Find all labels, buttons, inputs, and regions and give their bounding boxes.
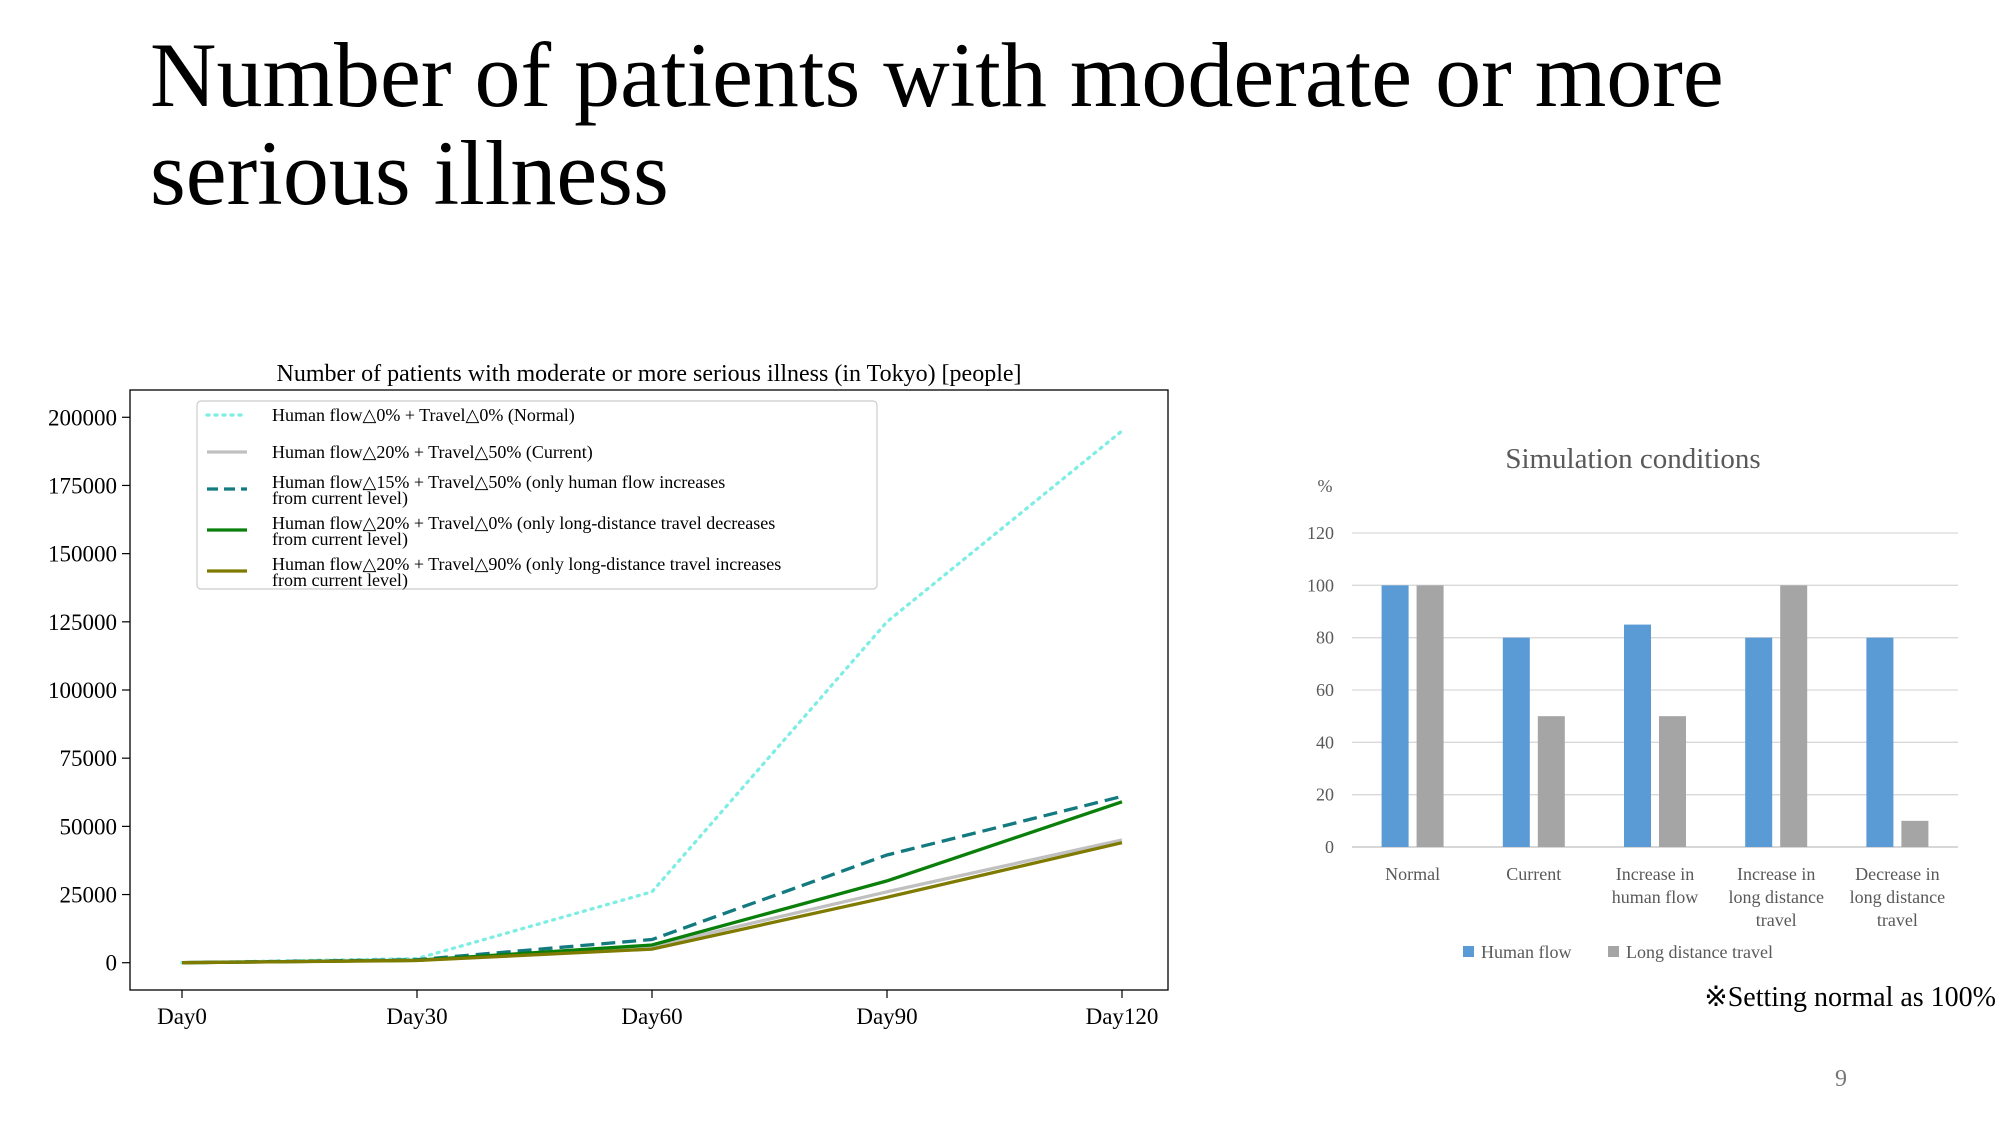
- x-tick-label: Day120: [1086, 1004, 1159, 1029]
- bar-category-label: Increase in long distance travel: [1728, 864, 1823, 930]
- bar-long-distance-travel: [1780, 585, 1808, 847]
- bar-category-label: Decrease in long distance travel: [1850, 864, 1945, 930]
- series-line-5: [181, 841, 1123, 965]
- line-chart-legend: [196, 400, 878, 590]
- x-tick-label: Day0: [157, 1004, 207, 1029]
- bar-legend-swatch-1: [1463, 946, 1474, 957]
- series-line-1: [180, 429, 1124, 965]
- y-tick-label: 50000: [60, 814, 118, 839]
- bar-legend-label-1: Human flow: [1481, 942, 1571, 962]
- legend-label-1: Human flow△0% + Travel△0% (Normal): [272, 405, 575, 426]
- bar-y-tick-label: 40: [1316, 732, 1334, 752]
- x-tick-label: Day60: [621, 1004, 682, 1029]
- bar-category-label: Current: [1506, 864, 1561, 884]
- bar-long-distance-travel: [1416, 585, 1444, 847]
- bar-long-distance-travel: [1537, 716, 1565, 847]
- bar-category-label: Increase in human flow: [1612, 864, 1698, 907]
- bar-y-tick-label: 100: [1307, 575, 1334, 595]
- x-tick-label: Day30: [386, 1004, 447, 1029]
- y-tick-label: 100000: [48, 678, 117, 703]
- bar-human-flow: [1502, 637, 1530, 847]
- bar-legend-label-2: Long distance travel: [1626, 942, 1773, 962]
- y-tick-label: 175000: [48, 473, 117, 498]
- bar-y-tick-label: 80: [1316, 628, 1334, 648]
- x-tick-label: Day90: [856, 1004, 917, 1029]
- bar-chart-title: Simulation conditions: [1505, 443, 1760, 475]
- y-tick-label: 125000: [48, 610, 117, 635]
- legend-label-2: Human flow△20% + Travel△50% (Current): [272, 442, 593, 463]
- bar-chart-y-unit: %: [1318, 476, 1333, 496]
- bar-category-label: Normal: [1385, 864, 1440, 884]
- y-tick-label: 150000: [48, 542, 117, 567]
- bar-y-tick-label: 0: [1325, 837, 1334, 857]
- legend-label-5: Human flow△20% + Travel△90% (only long-d…: [272, 554, 781, 591]
- bar-long-distance-travel: [1659, 716, 1686, 847]
- bar-human-flow: [1745, 637, 1773, 847]
- bar-long-distance-travel: [1901, 820, 1929, 847]
- line-chart-title: Number of patients with moderate or more…: [276, 361, 1021, 387]
- bar-legend-swatch-2: [1608, 946, 1619, 957]
- slide-title: Number of patients with moderate or more…: [150, 24, 1724, 224]
- bar-y-tick-label: 120: [1307, 523, 1334, 543]
- y-tick-label: 0: [106, 951, 118, 976]
- series-line-3: [181, 794, 1123, 965]
- bar-y-tick-label: 60: [1316, 680, 1334, 700]
- bar-human-flow: [1866, 637, 1894, 847]
- y-tick-label: 200000: [48, 405, 117, 430]
- bar-y-tick-label: 20: [1316, 785, 1334, 805]
- y-tick-label: 75000: [60, 746, 118, 771]
- bar-human-flow: [1624, 624, 1651, 847]
- page-number: 9: [1835, 1066, 1847, 1092]
- legend-label-3: Human flow△15% + Travel△50% (only human …: [272, 472, 725, 509]
- y-tick-label: 25000: [60, 883, 118, 908]
- scale-note: ※Setting normal as 100%: [1704, 982, 1996, 1013]
- legend-label-4: Human flow△20% + Travel△0% (only long-di…: [272, 513, 775, 550]
- bar-human-flow: [1381, 585, 1409, 847]
